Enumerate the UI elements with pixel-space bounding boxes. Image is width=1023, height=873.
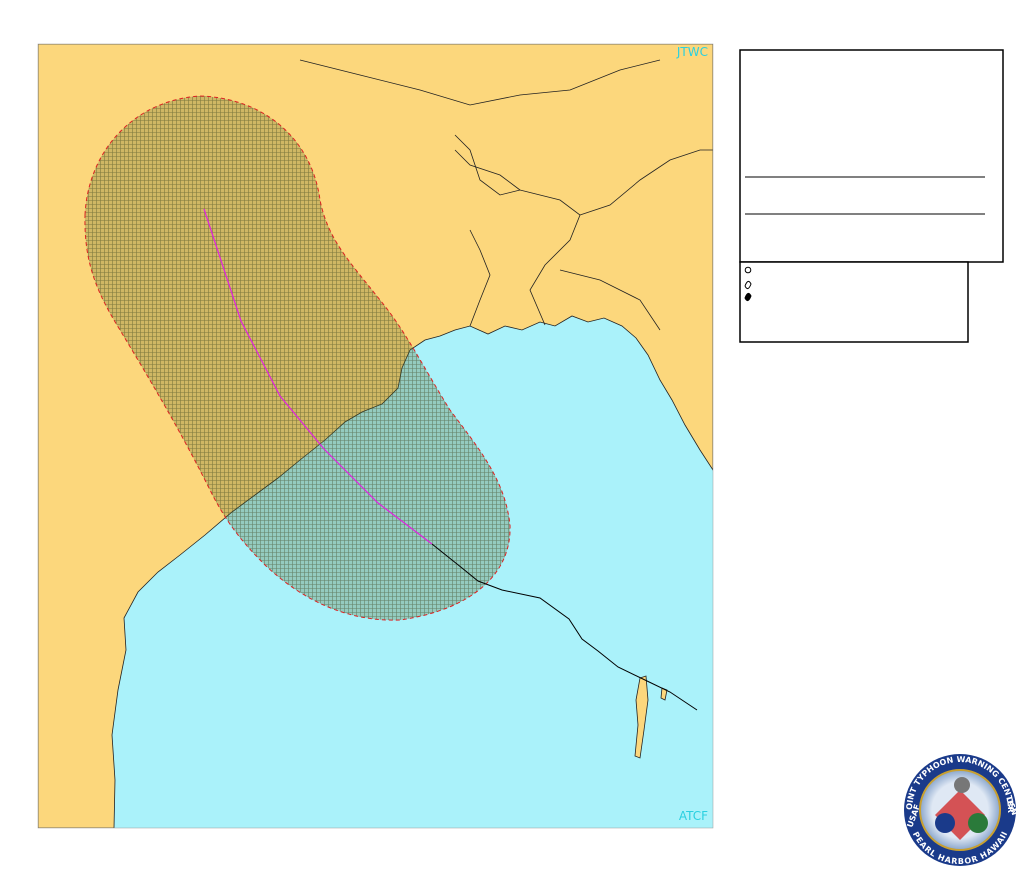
map: JTWC ATCF xyxy=(38,44,713,828)
legend-symbol xyxy=(744,266,752,274)
warning-box xyxy=(739,49,1004,263)
warning-frame xyxy=(739,49,1004,263)
borders xyxy=(299,59,713,331)
logo-emblem xyxy=(968,813,988,833)
legend-symbol xyxy=(744,280,752,290)
logo-emblem xyxy=(935,813,955,833)
map-frame xyxy=(37,43,714,829)
legend-frame xyxy=(739,261,969,343)
legend-symbol xyxy=(744,292,752,302)
legend-box xyxy=(739,261,969,343)
forecast-track xyxy=(203,208,433,545)
source-label: JTWC xyxy=(676,45,708,59)
footer-label: ATCF xyxy=(679,809,708,823)
forecast-danger-area xyxy=(84,95,511,621)
past-track xyxy=(431,543,698,711)
logo-emblem xyxy=(954,777,970,793)
